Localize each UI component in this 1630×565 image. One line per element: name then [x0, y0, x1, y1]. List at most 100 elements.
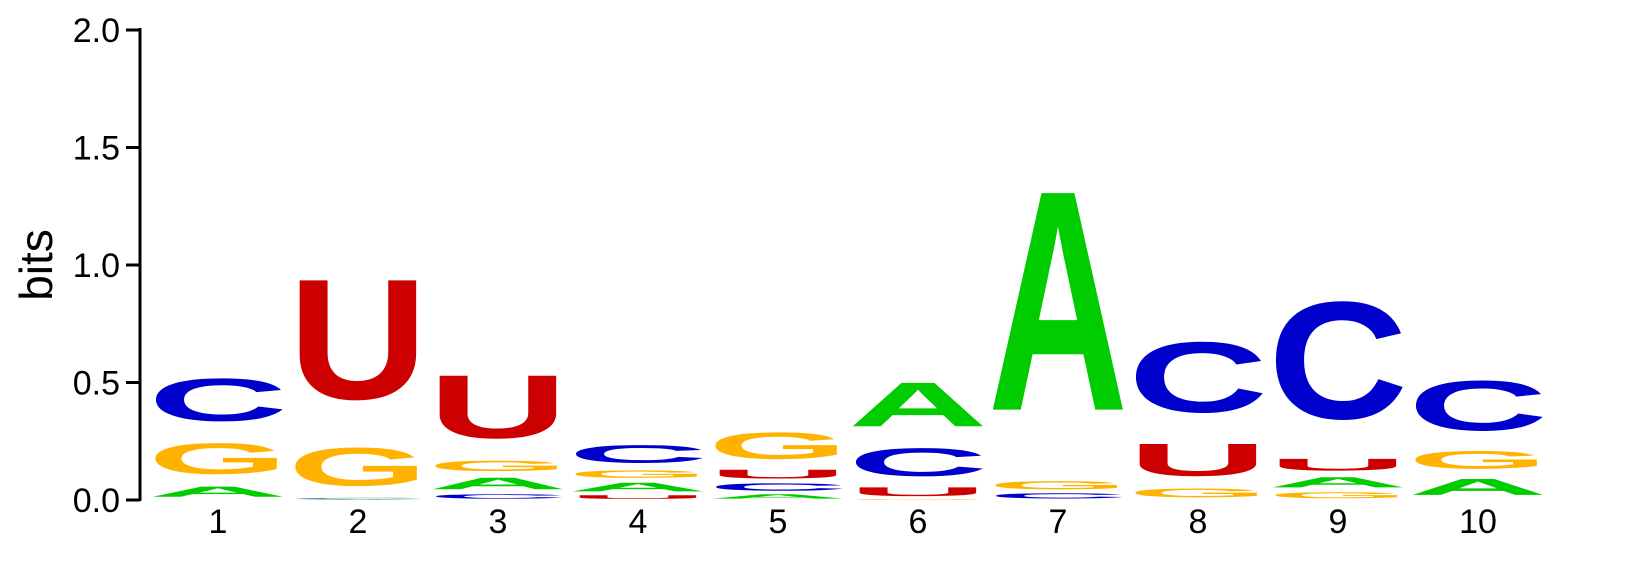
position-label: 6: [909, 503, 928, 541]
position-label: 4: [629, 503, 648, 541]
logo-letter-A: A: [1268, 474, 1408, 490]
letter-glyph: C: [288, 498, 428, 499]
letter-glyph: U: [708, 467, 848, 481]
logo-letter-A: A: [148, 484, 288, 500]
letter-glyph: G: [428, 458, 568, 474]
logo-letter-U: U: [848, 485, 988, 499]
position-stack: CGA: [988, 125, 1128, 500]
letter-glyph: C: [1408, 366, 1548, 446]
logo-letter-C: C: [708, 481, 848, 493]
logo-letter-G: G: [428, 458, 568, 474]
position-stack: GUC: [1128, 321, 1268, 500]
y-axis-title: bits: [10, 229, 62, 301]
letter-glyph: G: [148, 434, 288, 483]
logo-letter-C: C: [428, 493, 568, 500]
logo-letter-U: U: [568, 494, 708, 500]
letter-glyph: G: [1268, 491, 1408, 500]
letter-glyph: G: [848, 499, 988, 500]
letter-glyph: G: [988, 479, 1128, 492]
y-tick-label: 0.5: [73, 365, 120, 403]
letter-glyph: U: [1268, 455, 1408, 474]
letter-glyph: A: [148, 484, 288, 500]
letter-glyph: C: [1268, 268, 1408, 455]
logo-letter-C: C: [988, 492, 1128, 500]
logo-letter-A: A: [708, 493, 848, 500]
position-label: 10: [1459, 503, 1497, 541]
logo-letter-G: G: [1268, 491, 1408, 500]
logo-letter-G: G: [568, 468, 708, 480]
letter-glyph: C: [988, 492, 1128, 500]
letter-glyph: C: [148, 366, 288, 434]
letter-glyph: C: [568, 440, 708, 468]
letter-glyph: C: [428, 493, 568, 500]
letter-glyph: G: [1128, 486, 1268, 500]
logo-letter-U: U: [428, 357, 568, 458]
y-axis: 0.0 0.5 1.0 1.5 2.0: [73, 12, 142, 520]
letter-glyph: C: [708, 481, 848, 493]
letter-glyph: C: [1128, 321, 1268, 434]
position-label: 2: [349, 503, 368, 541]
letter-glyph: G: [568, 468, 708, 480]
logo-letter-U: U: [1128, 434, 1268, 486]
letter-glyph: A: [1408, 474, 1548, 500]
position-label: 5: [769, 503, 788, 541]
x-axis-labels: 1 2 3 4 5 6 7 8 9 10: [209, 503, 1497, 541]
position-label: 9: [1329, 503, 1348, 541]
y-tick-label: 0.0: [73, 482, 120, 520]
logo-letter-G: G: [708, 425, 848, 467]
position-stack: AGC: [148, 366, 288, 500]
position-label: 1: [209, 503, 228, 541]
logo-letter-U: U: [1268, 455, 1408, 474]
logo-letter-G: G: [148, 434, 288, 483]
position-label: 7: [1049, 503, 1068, 541]
letter-glyph: G: [288, 437, 428, 498]
letter-glyph: A: [848, 369, 988, 439]
logo-letter-C: C: [848, 440, 988, 485]
logo-letter-C: C: [1408, 366, 1548, 446]
logo-letter-A: A: [848, 369, 988, 439]
logo-letter-G: G: [848, 499, 988, 500]
y-tick-label: 2.0: [73, 12, 120, 50]
letter-glyph: A: [988, 125, 1128, 477]
logo-letter-G: G: [1128, 486, 1268, 500]
letter-glyph: U: [428, 357, 568, 458]
position-label: 3: [489, 503, 508, 541]
letter-glyph: A: [428, 474, 568, 493]
logo-letter-C: C: [288, 498, 428, 499]
letter-glyph: C: [848, 440, 988, 485]
logo-letter-C: C: [148, 366, 288, 434]
position-label: 8: [1189, 503, 1208, 541]
letter-glyph: A: [568, 480, 708, 494]
letter-glyph: A: [288, 499, 428, 500]
logo-letter-A: A: [988, 125, 1128, 477]
letter-glyph: G: [1408, 446, 1548, 474]
logo-letter-G: G: [988, 479, 1128, 492]
logo-letter-C: C: [568, 440, 708, 468]
position-stack: AGC: [1408, 366, 1548, 500]
letter-glyph: A: [708, 493, 848, 500]
logo-letter-G: G: [288, 437, 428, 498]
letter-glyph: A: [1268, 474, 1408, 490]
logo-letter-A: A: [288, 499, 428, 500]
logo-letter-A: A: [568, 480, 708, 494]
letter-glyph: G: [708, 425, 848, 467]
y-tick-label: 1.0: [73, 247, 120, 285]
logo-letter-U: U: [708, 467, 848, 481]
logo-letter-C: C: [1128, 321, 1268, 434]
letter-glyph: U: [568, 494, 708, 500]
logo-letter-A: A: [428, 474, 568, 493]
y-tick-label: 1.5: [73, 130, 120, 168]
letter-glyph: U: [1128, 434, 1268, 486]
letter-glyph: U: [288, 243, 428, 435]
logo-letter-G: G: [1408, 446, 1548, 474]
logo-letter-A: A: [1408, 474, 1548, 500]
logo-letter-C: C: [1268, 268, 1408, 455]
